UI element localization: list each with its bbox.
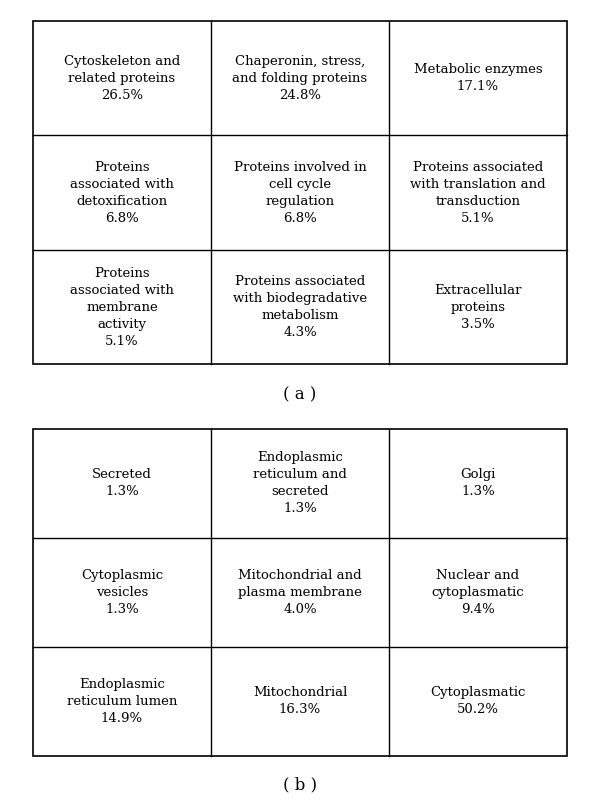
Text: Mitochondrial
16.3%: Mitochondrial 16.3% — [253, 687, 347, 717]
Text: ( a ): ( a ) — [283, 386, 317, 404]
Text: Chaperonin, stress,
and folding proteins
24.8%: Chaperonin, stress, and folding proteins… — [232, 55, 368, 102]
Text: Cytoskeleton and
related proteins
26.5%: Cytoskeleton and related proteins 26.5% — [64, 55, 180, 102]
Text: ( b ): ( b ) — [283, 776, 317, 794]
Text: Nuclear and
cytoplasmatic
9.4%: Nuclear and cytoplasmatic 9.4% — [431, 569, 524, 616]
Text: Metabolic enzymes
17.1%: Metabolic enzymes 17.1% — [413, 63, 542, 93]
Text: Golgi
1.3%: Golgi 1.3% — [460, 468, 496, 498]
Text: Mitochondrial and
plasma membrane
4.0%: Mitochondrial and plasma membrane 4.0% — [238, 569, 362, 616]
Text: Secreted
1.3%: Secreted 1.3% — [92, 468, 152, 498]
Text: Proteins
associated with
membrane
activity
5.1%: Proteins associated with membrane activi… — [70, 267, 174, 347]
Text: Proteins
associated with
detoxification
6.8%: Proteins associated with detoxification … — [70, 160, 174, 225]
Text: Cytoplasmatic
50.2%: Cytoplasmatic 50.2% — [430, 687, 526, 717]
Text: Proteins associated
with biodegradative
metabolism
4.3%: Proteins associated with biodegradative … — [233, 275, 367, 339]
Text: Proteins involved in
cell cycle
regulation
6.8%: Proteins involved in cell cycle regulati… — [233, 160, 367, 225]
Text: Endoplasmic
reticulum and
secreted
1.3%: Endoplasmic reticulum and secreted 1.3% — [253, 451, 347, 515]
Text: Proteins associated
with translation and
transduction
5.1%: Proteins associated with translation and… — [410, 160, 546, 225]
Text: Cytoplasmic
vesicles
1.3%: Cytoplasmic vesicles 1.3% — [81, 569, 163, 616]
Text: Endoplasmic
reticulum lumen
14.9%: Endoplasmic reticulum lumen 14.9% — [67, 678, 177, 725]
Text: Extracellular
proteins
3.5%: Extracellular proteins 3.5% — [434, 284, 522, 330]
